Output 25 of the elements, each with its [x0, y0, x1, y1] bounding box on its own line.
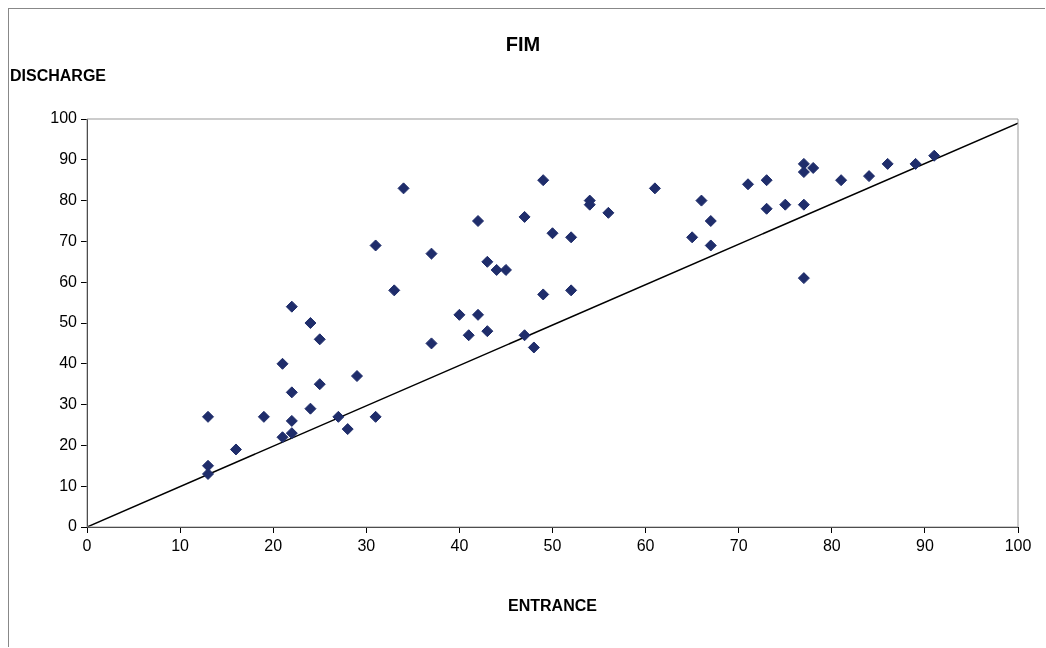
y-tick-label: 90 — [59, 150, 78, 168]
y-tick-label: 30 — [59, 395, 78, 413]
x-tick-label: 30 — [357, 537, 376, 555]
x-tick-label: 40 — [450, 537, 469, 555]
y-tick-label: 0 — [68, 517, 78, 535]
y-tick-label: 70 — [59, 231, 78, 249]
y-tick-label: 40 — [59, 354, 78, 372]
x-tick-label: 10 — [171, 537, 190, 555]
y-tick-label: 80 — [59, 191, 78, 209]
x-tick-label: 20 — [264, 537, 283, 555]
y-tick-label: 10 — [59, 476, 78, 494]
y-tick-label: 100 — [50, 109, 78, 127]
x-tick-label: 100 — [1004, 537, 1032, 555]
y-axis-title: DISCHARGE — [10, 67, 107, 85]
x-tick-label: 70 — [729, 537, 748, 555]
chart-title: FIM — [504, 33, 542, 56]
y-tick-label: 50 — [59, 313, 78, 331]
x-tick-label: 0 — [82, 537, 92, 555]
x-axis-title: ENTRANCE — [507, 597, 598, 615]
x-tick-label: 80 — [822, 537, 841, 555]
x-tick-label: 60 — [636, 537, 655, 555]
x-tick-label: 50 — [543, 537, 562, 555]
y-tick-label: 20 — [59, 435, 78, 453]
x-tick-label: 90 — [916, 537, 934, 555]
y-tick-label: 60 — [59, 272, 78, 290]
